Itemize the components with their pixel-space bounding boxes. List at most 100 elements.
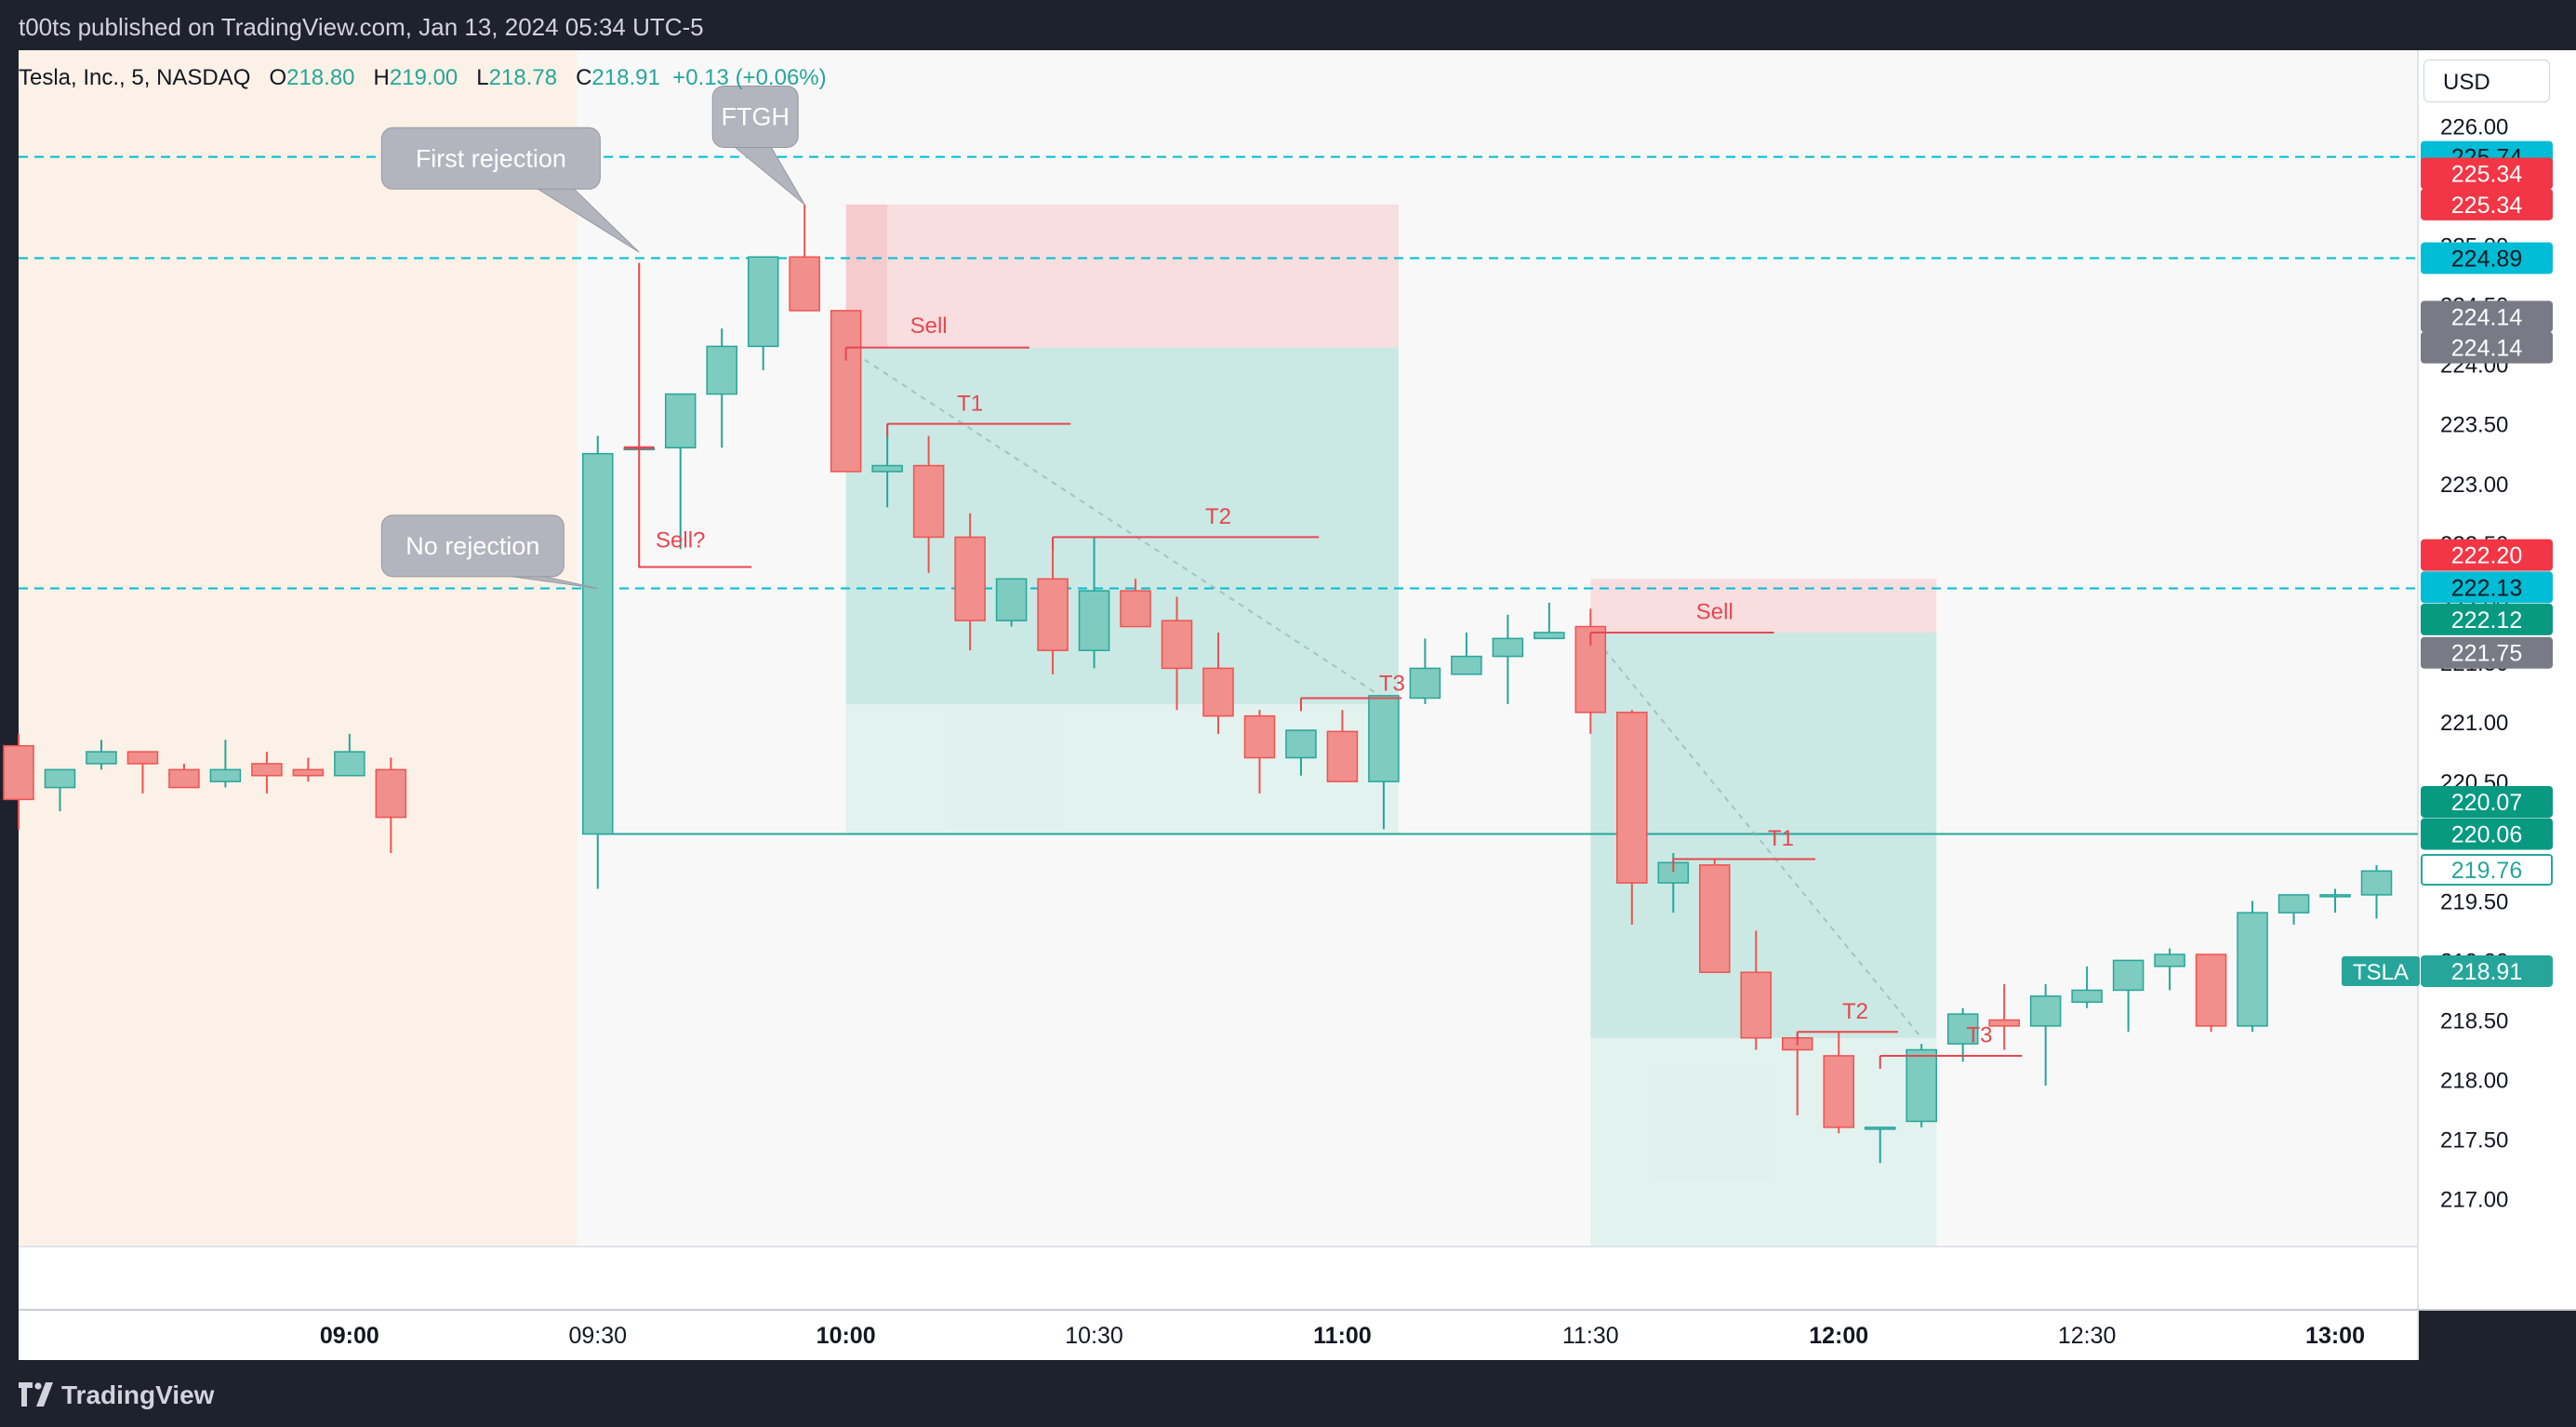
- candle-body: [1161, 620, 1193, 670]
- symbol-name: Tesla, Inc., 5, NASDAQ: [19, 65, 251, 90]
- price-label-222-12: 222.12: [2421, 603, 2553, 635]
- annotation-label: T3: [1379, 671, 1405, 696]
- candle: [830, 310, 862, 473]
- y-tick-label: 223.00: [2440, 473, 2508, 498]
- candle: [1451, 632, 1482, 675]
- annotation-label: Sell?: [656, 528, 705, 553]
- candle: [1616, 710, 1648, 925]
- candle-body: [1202, 667, 1234, 717]
- price-label-box: [2421, 331, 2553, 364]
- chart-area[interactable]: Sell? Sell T1 T2 T3 Sell T1 T2 T3 First rejection…: [0, 50, 2576, 1360]
- candle: [1946, 1007, 1979, 1062]
- candle-body: [1988, 1019, 2020, 1027]
- price-label-text: 222.12: [2451, 607, 2522, 633]
- candle: [2277, 894, 2310, 925]
- time-axis-background: [19, 1310, 2418, 1360]
- annotation-bracket: [638, 262, 752, 568]
- position-target-zone-2: [1590, 632, 1937, 1038]
- candle-body: [209, 768, 242, 782]
- annotation-label: T3: [1966, 1023, 1992, 1048]
- candle: [954, 513, 986, 651]
- footer-brand: TradingView: [61, 1380, 215, 1409]
- x-tick-label: 12:00: [1809, 1323, 1868, 1349]
- x-tick-label: 09:30: [568, 1323, 627, 1349]
- candle-body: [126, 751, 159, 765]
- callout-text: FTGH: [721, 102, 790, 130]
- candle: [706, 328, 737, 448]
- position-stop-zone-2: [1590, 579, 1937, 633]
- candle-body: [2195, 954, 2227, 1027]
- candle-body: [1534, 632, 1565, 640]
- price-label-text: 218.91: [2451, 959, 2522, 985]
- callout-text: No rejection: [405, 532, 539, 560]
- candle: [168, 763, 200, 789]
- price-label-218-91: 218.91 TSLA: [2342, 954, 2553, 987]
- candle: [789, 204, 820, 312]
- x-tick-label: 12:30: [2058, 1323, 2117, 1349]
- candle: [1161, 596, 1193, 711]
- price-label-text: 222.20: [2451, 543, 2522, 569]
- empty-pane: [19, 1247, 2418, 1310]
- candle-body: [1864, 1127, 1896, 1130]
- candle: [1534, 602, 1565, 640]
- candle-body: [1823, 1055, 1855, 1128]
- y-tick-label: 217.00: [2440, 1188, 2508, 1213]
- candle-body: [954, 536, 986, 621]
- price-label-text: 219.76: [2451, 858, 2522, 884]
- annotation-t3-9: T3: [1879, 1023, 2023, 1069]
- x-tick-label: 10:00: [817, 1323, 876, 1349]
- candle: [209, 740, 242, 788]
- candle: [581, 435, 614, 889]
- tradingview-logo-icon: [19, 1382, 53, 1407]
- candle-body: [2319, 894, 2351, 898]
- candle-body: [1409, 667, 1441, 700]
- candle: [2154, 948, 2185, 991]
- candle: [1243, 710, 1276, 794]
- position-extended-zone-2: [1590, 1037, 1937, 1247]
- price-label-219-76: 219.76: [2421, 854, 2553, 887]
- candle-body: [747, 256, 779, 348]
- high-label: H: [373, 65, 390, 90]
- y-tick-label: 219.50: [2440, 889, 2508, 914]
- open-value: 218.80: [286, 65, 355, 90]
- callout-first-rejection: First rejection: [380, 127, 640, 253]
- candle-body: [2154, 954, 2185, 967]
- candle: [2237, 900, 2268, 1033]
- price-label-box: [2421, 571, 2553, 604]
- candle: [2029, 984, 2062, 1086]
- annotation-t2-4: T2: [1052, 504, 1320, 551]
- tradingview-logo[interactable]: TradingView: [19, 1380, 409, 1412]
- candle: [1740, 930, 1773, 1050]
- price-label-text: 220.07: [2451, 790, 2522, 816]
- close-value: 218.91: [591, 65, 660, 90]
- candle-body: [1326, 730, 1359, 782]
- candle: [251, 752, 283, 794]
- candle-body: [789, 256, 820, 312]
- callout-no-rejection: No rejection: [380, 514, 598, 590]
- x-tick-label: 10:30: [1065, 1323, 1123, 1349]
- candle: [1285, 729, 1317, 776]
- candle: [86, 740, 117, 770]
- candle-body: [334, 751, 365, 777]
- currency-button[interactable]: USD: [2423, 60, 2550, 102]
- candle-body: [1699, 864, 1731, 973]
- y-tick-label: 218.50: [2440, 1008, 2508, 1034]
- chart-svg[interactable]: Sell? Sell T1 T2 T3 Sell T1 T2 T3 First rejection…: [0, 50, 2576, 1360]
- annotation-label: T1: [957, 391, 983, 416]
- symbol-legend: Tesla, Inc., 5, NASDAQ O218.80 H219.00 L…: [19, 65, 827, 91]
- annotation-t3-5: T3: [1299, 671, 1405, 712]
- position-stop-zone-1: [845, 204, 1399, 348]
- price-label-box: [2421, 300, 2553, 333]
- price-label-224-14: 224.14: [2421, 331, 2553, 364]
- callout-box: [711, 85, 799, 148]
- candle-body: [292, 768, 325, 777]
- candle-body: [706, 345, 737, 395]
- y-tick-label: 226.00: [2440, 114, 2508, 140]
- candle-body: [2029, 995, 2062, 1027]
- price-label-224-14: 224.14: [2421, 300, 2553, 333]
- candle: [126, 751, 159, 794]
- close-label: C: [576, 65, 592, 90]
- annotation-label: T2: [1842, 999, 1868, 1024]
- x-tick-label: 13:00: [2305, 1323, 2365, 1349]
- price-label-box: [2421, 954, 2553, 987]
